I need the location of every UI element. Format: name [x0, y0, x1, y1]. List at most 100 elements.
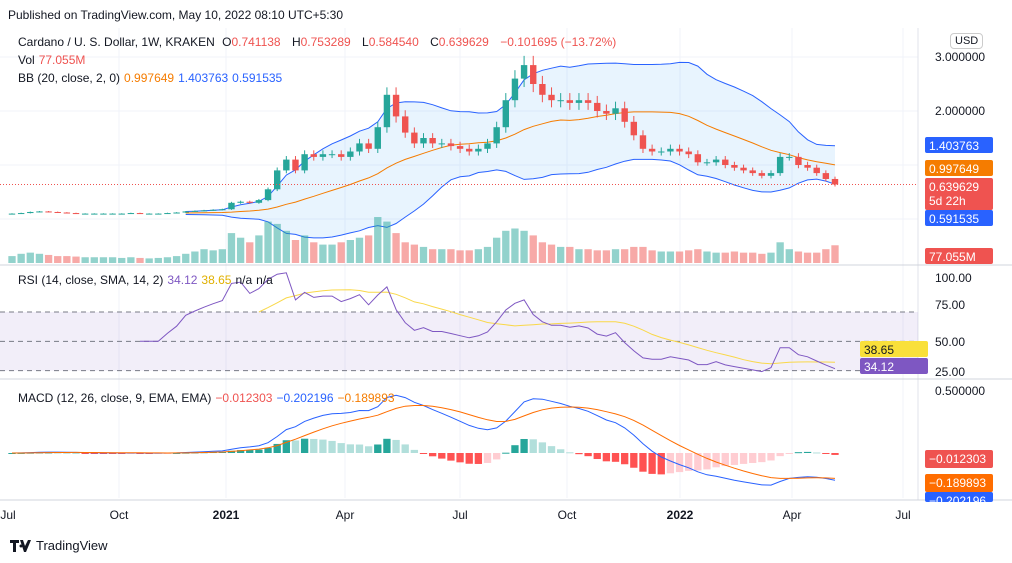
macd-histogram-bar [712, 453, 720, 468]
macd-histogram-bar [438, 453, 446, 459]
time-axis-label: 2021 [213, 508, 240, 522]
macd-histogram-bar [630, 453, 638, 468]
bb-upper-badge-text: 1.403763 [929, 139, 979, 153]
candle-body [594, 102, 601, 111]
candle-body [621, 108, 628, 122]
currency-button[interactable]: USD [950, 33, 984, 49]
macd-histogram-bar [328, 440, 336, 453]
macd-histogram-bar [611, 453, 620, 462]
candle-body [402, 116, 409, 133]
macd-hist-badge [925, 450, 993, 468]
volume-bar [803, 252, 812, 263]
candle-body [429, 138, 436, 144]
candle-body [676, 148, 683, 152]
macd-histogram-bar [291, 440, 300, 453]
volume-bar [328, 244, 336, 263]
macd-badge [925, 492, 993, 502]
macd-histogram-bar [767, 453, 775, 461]
macd-histogram-bar [822, 453, 830, 454]
rsi-scale-label: 50.00 [935, 335, 965, 349]
symbol-title: Cardano / U. S. Dollar, 1W, KRAKEN [18, 35, 215, 49]
volume-bar [374, 217, 382, 263]
volume-bar [410, 244, 419, 263]
candle-body [749, 170, 756, 174]
macd-legend: MACD (12, 26, close, 9, EMA, EMA) −0.0123… [18, 391, 395, 405]
volume-bar [822, 249, 830, 263]
candle-body [310, 154, 317, 157]
candle-body [27, 211, 34, 214]
candle-body [127, 213, 135, 215]
macd-histogram-bar [337, 443, 345, 453]
chart-canvas[interactable]: 3.000000 2.000000 100.00 75.00 50.00 25.00 0.5… [0, 28, 1012, 528]
macd-histogram-bar [492, 453, 501, 460]
candle-body [255, 200, 263, 203]
volume-bar [547, 244, 556, 263]
volume-bar [419, 246, 428, 263]
candle-body [109, 213, 116, 215]
volume-badge-text: 77.055M [929, 250, 976, 264]
volume-bar [236, 237, 245, 263]
macd-histogram-bar [739, 453, 748, 464]
volume-bar [136, 257, 144, 263]
candle-body [447, 143, 455, 147]
candle-body [365, 143, 372, 149]
macd-hist-badge-text: −0.012303 [929, 452, 986, 466]
candle-body [639, 135, 647, 149]
volume-bar [17, 253, 25, 263]
macd-histogram-bar [502, 452, 510, 454]
volume-bar [758, 253, 766, 263]
macd-histogram-bar [428, 453, 437, 457]
candle-body [81, 213, 89, 215]
candle-body [264, 189, 272, 201]
candle-body [200, 210, 208, 212]
candle-body [319, 154, 327, 157]
bb-lower-badge [925, 210, 993, 226]
time-axis-label: Apr [783, 508, 802, 522]
macd-histogram-bar [749, 453, 757, 463]
candle-body [804, 165, 811, 168]
candle-body [795, 156, 802, 165]
macd-histogram-bar [538, 442, 547, 453]
volume-bar [108, 257, 117, 263]
macd-histogram-bar [419, 453, 428, 454]
candle-body [54, 211, 61, 213]
volume-bar [831, 245, 839, 263]
bb-basis-badge [925, 160, 993, 176]
tradingview-logo[interactable]: TradingView [10, 538, 108, 553]
volume-bar [319, 244, 327, 263]
volume-bar [794, 251, 803, 263]
macd-histogram-bar [648, 453, 656, 474]
volume-bar [300, 235, 309, 263]
candle-body [658, 151, 665, 153]
volume-bar [694, 249, 702, 263]
macd-histogram-bar [410, 449, 419, 453]
volume-bar [529, 235, 537, 263]
macd-histogram-bar [685, 453, 693, 471]
macd-histogram-bar [54, 452, 62, 454]
candle-body [420, 138, 427, 144]
candle-body [648, 148, 656, 152]
candle-body [530, 65, 537, 84]
volume-bar [538, 242, 547, 263]
candle-body [831, 178, 839, 185]
volume-bar [657, 251, 665, 263]
macd-histogram-bar [236, 450, 245, 453]
ohlc-open: O0.741138 [222, 35, 281, 49]
volume-bar [730, 251, 739, 263]
volume-bar [428, 249, 437, 263]
volume-bar [172, 256, 181, 263]
time-axis-label: Oct [558, 508, 577, 522]
volume-bar [721, 252, 729, 263]
macd-histogram-bar [392, 439, 400, 453]
candle-body [411, 132, 418, 144]
volume-bar [648, 250, 656, 263]
bb-upper-badge [925, 137, 993, 153]
candle-body [182, 211, 189, 213]
macd-histogram-bar [694, 453, 702, 471]
macd-histogram-bar [355, 444, 364, 453]
price-scale-label: 3.000000 [935, 50, 985, 64]
macd-signal-badge-text: −0.189893 [929, 476, 986, 490]
volume-bar [282, 230, 290, 263]
rsi-ma-badge [860, 341, 928, 357]
macd-histogram-bar [374, 444, 382, 453]
